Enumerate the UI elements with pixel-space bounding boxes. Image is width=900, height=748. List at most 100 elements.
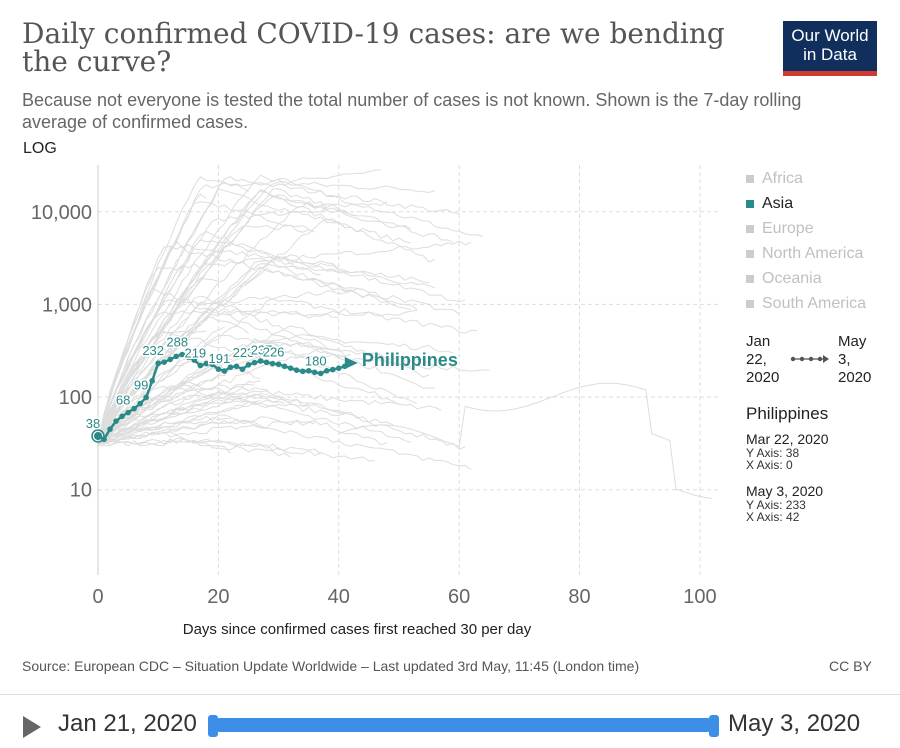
background-country-line [97, 288, 363, 445]
background-country-line [97, 176, 249, 444]
background-country-line [97, 333, 454, 444]
background-country-line [97, 201, 388, 443]
details-end-y: Y Axis: 233 [746, 498, 806, 512]
philippines-point[interactable] [185, 354, 192, 360]
philippines-point[interactable] [257, 358, 264, 364]
legend-swatch [746, 199, 754, 208]
x-tick-label: 80 [568, 586, 590, 608]
philippines-point[interactable] [173, 353, 180, 360]
philippines-point[interactable] [317, 370, 324, 377]
philippines-point[interactable] [281, 363, 288, 370]
data-point-label: 219 [184, 346, 206, 361]
legend-item-asia[interactable]: Asia [746, 191, 866, 216]
philippines-point[interactable] [179, 351, 186, 358]
philippines-point[interactable] [137, 400, 143, 407]
philippines-point[interactable] [227, 364, 234, 371]
license-link[interactable]: CC BY [829, 658, 872, 674]
philippines-point[interactable] [275, 361, 282, 368]
owid-logo[interactable]: Our World in Data [783, 21, 877, 76]
philippines-point[interactable] [149, 377, 155, 384]
philippines-point[interactable] [299, 368, 306, 375]
philippines-point[interactable] [155, 360, 161, 367]
philippines-point[interactable] [203, 360, 210, 367]
background-country-line [97, 174, 484, 446]
timeline-end-date: May 3, 2020 [728, 710, 861, 737]
data-point-label: 223 [233, 345, 255, 360]
data-point-label: 288 [166, 335, 188, 350]
legend-label: North America [762, 245, 864, 262]
background-country-line [97, 295, 346, 445]
philippines-point[interactable] [221, 368, 228, 374]
timeline-end-handle[interactable] [709, 715, 719, 737]
chart-subtitle: Because not everyone is tested the total… [22, 90, 802, 132]
logo-line-2: in Data [803, 45, 857, 64]
philippines-point[interactable] [125, 409, 131, 416]
philippines-point[interactable] [329, 366, 336, 373]
philippines-point[interactable] [323, 368, 330, 374]
philippines-point[interactable] [131, 405, 137, 412]
series-name-label[interactable]: Philippines [362, 350, 458, 370]
philippines-point[interactable] [197, 362, 204, 369]
philippines-point[interactable] [191, 357, 198, 364]
philippines-point[interactable] [287, 365, 294, 371]
y-tick-label: 10,000 [31, 202, 92, 224]
legend-item-oceania[interactable]: Oceania [746, 266, 866, 291]
philippines-point[interactable] [161, 359, 168, 365]
background-country-line [97, 341, 351, 445]
philippines-point[interactable] [269, 360, 276, 367]
legend-label: Europe [762, 220, 814, 237]
philippines-point[interactable] [233, 363, 240, 370]
philippines-point[interactable] [251, 359, 258, 366]
data-point-label: 68 [116, 393, 130, 408]
philippines-point[interactable] [143, 394, 149, 401]
legend-item-south-america[interactable]: South America [746, 291, 866, 316]
range-start-month: Jan [746, 333, 771, 350]
details-start-date: Mar 22, 2020 [746, 431, 829, 447]
data-point-label: 191 [209, 351, 231, 366]
log-scale-toggle[interactable]: LOG [23, 140, 57, 157]
background-country-line [97, 287, 436, 443]
timeline-start-handle[interactable] [208, 715, 218, 737]
legend-label: South America [762, 295, 867, 312]
philippines-point[interactable] [293, 367, 300, 373]
legend-label: Oceania [762, 270, 822, 287]
legend-item-europe[interactable]: Europe [746, 216, 866, 241]
data-point-label: 237 [251, 342, 273, 357]
background-country-line [97, 326, 225, 446]
background-country-line [97, 419, 388, 446]
legend-swatch [746, 174, 754, 183]
philippines-point[interactable] [239, 366, 246, 372]
philippines-point[interactable] [263, 359, 270, 366]
x-tick-label: 100 [683, 586, 716, 608]
philippines-point[interactable] [335, 365, 342, 371]
philippines-point[interactable] [107, 426, 113, 432]
philippines-point[interactable] [305, 368, 312, 374]
background-country-line [338, 382, 713, 499]
play-icon[interactable] [23, 716, 41, 738]
timeline-track[interactable] [213, 718, 714, 732]
philippines-point[interactable] [167, 356, 174, 363]
x-tick-label: 0 [92, 586, 103, 608]
background-country-line [97, 240, 430, 446]
details-start-x: X Axis: 0 [746, 458, 793, 472]
start-point-marker [91, 429, 105, 443]
philippines-point[interactable] [245, 361, 252, 368]
y-tick-label: 10 [70, 480, 92, 502]
philippines-point[interactable] [215, 366, 222, 372]
philippines-point[interactable] [119, 413, 125, 420]
legend-item-north-america[interactable]: North America [746, 241, 866, 266]
philippines-point[interactable] [113, 418, 119, 424]
philippines-point[interactable] [94, 431, 102, 440]
range-end-year: 2020 [838, 369, 872, 386]
source-note[interactable]: Source: European CDC – Situation Update … [22, 658, 640, 674]
philippines-point[interactable] [209, 361, 216, 368]
chart-svg: 10 100 1,000 10,000 0 20 40 60 80 100 Days since c… [31, 165, 718, 638]
philippines-point[interactable] [311, 369, 318, 376]
legend-item-africa[interactable]: Africa [746, 166, 866, 191]
background-country-line [97, 231, 321, 445]
details-end-date: May 3, 2020 [746, 483, 824, 499]
details-country: Philippines [746, 404, 829, 423]
range-end-day: 3, [838, 351, 851, 368]
legend-swatch [746, 224, 754, 233]
